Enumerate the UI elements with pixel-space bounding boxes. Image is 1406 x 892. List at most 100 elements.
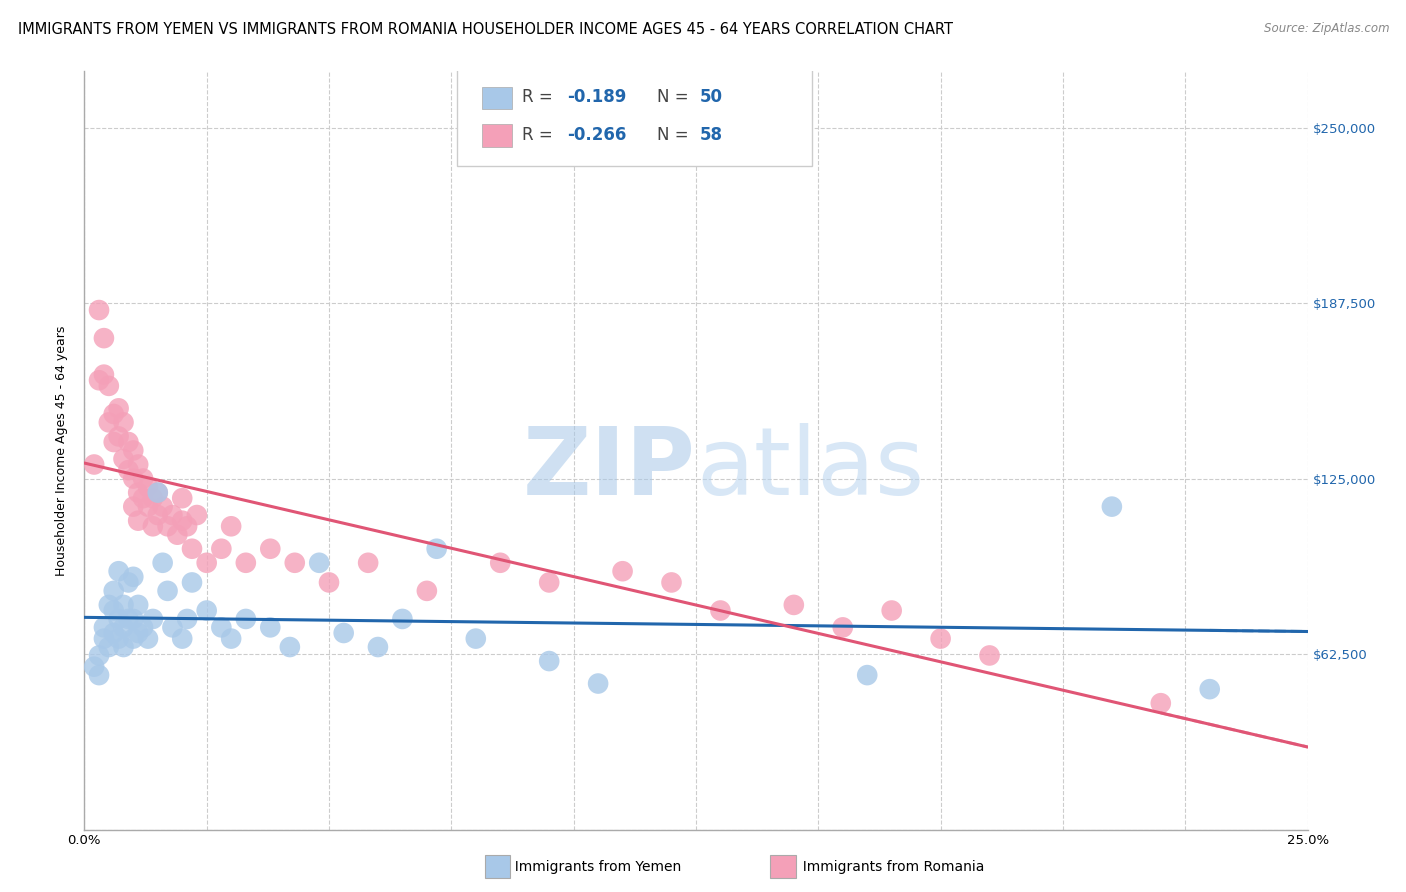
Point [127,514,149,528]
Point [172,514,194,528]
Point [93,620,115,634]
Point [259,541,281,556]
Point [235,556,257,570]
Point [117,575,139,590]
Point [112,451,135,466]
Point [176,612,198,626]
Point [538,575,561,590]
Point [107,612,129,626]
FancyBboxPatch shape [457,69,813,166]
Point [103,603,125,617]
Point [332,626,354,640]
Point [367,640,389,654]
Point [103,583,125,598]
Text: -0.266: -0.266 [568,126,627,144]
Point [146,508,169,522]
Point [87,373,110,387]
Point [831,620,853,634]
Point [856,668,879,682]
Point [87,668,110,682]
Point [586,676,609,690]
Point [122,443,145,458]
Point [318,575,340,590]
Point [107,401,129,416]
Point [612,564,634,578]
Point [97,379,120,393]
Text: N =: N = [657,88,693,106]
Point [132,620,155,634]
Point [152,556,174,570]
Point [122,471,145,485]
Point [127,458,149,472]
Point [156,583,179,598]
Text: IMMIGRANTS FROM YEMEN VS IMMIGRANTS FROM ROMANIA HOUSEHOLDER INCOME AGES 45 - 64: IMMIGRANTS FROM YEMEN VS IMMIGRANTS FROM… [18,22,953,37]
Point [357,556,380,570]
Point [103,626,125,640]
Point [107,564,129,578]
Point [146,485,169,500]
Point [172,491,194,506]
Point [162,620,184,634]
Point [146,485,169,500]
Text: R =: R = [522,126,558,144]
Point [181,541,204,556]
Point [117,612,139,626]
Point [93,632,115,646]
Point [142,519,165,533]
Point [93,331,115,345]
Point [132,491,155,506]
Point [219,632,242,646]
Point [426,541,449,556]
Point [489,556,512,570]
Point [107,429,129,443]
Point [122,570,145,584]
Point [538,654,561,668]
Point [112,416,135,430]
Point [136,500,159,514]
Point [152,500,174,514]
Point [142,612,165,626]
Text: Source: ZipAtlas.com: Source: ZipAtlas.com [1264,22,1389,36]
Point [219,519,242,533]
Point [186,508,208,522]
Point [117,463,139,477]
Point [181,575,204,590]
Point [117,435,139,450]
Text: atlas: atlas [696,424,924,516]
Point [132,471,155,485]
Point [93,368,115,382]
Text: Immigrants from Yemen: Immigrants from Yemen [506,860,682,874]
Point [209,620,232,634]
Point [122,500,145,514]
Point [416,583,439,598]
Point [103,407,125,421]
Y-axis label: Householder Income Ages 45 - 64 years: Householder Income Ages 45 - 64 years [55,326,69,575]
Point [979,648,1001,663]
Point [136,632,159,646]
Point [209,541,232,556]
Point [235,612,257,626]
Point [83,458,105,472]
Point [83,659,105,673]
Point [112,598,135,612]
Point [709,603,731,617]
Text: N =: N = [657,126,693,144]
Point [783,598,806,612]
Point [122,612,145,626]
Point [136,480,159,494]
Text: 58: 58 [700,126,723,144]
Point [195,603,218,617]
Point [464,632,486,646]
Text: Immigrants from Romania: Immigrants from Romania [794,860,984,874]
Point [166,527,188,541]
Point [162,508,184,522]
Point [127,626,149,640]
Point [127,598,149,612]
Point [284,556,307,570]
Point [278,640,301,654]
Text: 50: 50 [700,88,723,106]
Point [97,416,120,430]
Point [661,575,683,590]
Point [172,632,194,646]
Point [97,598,120,612]
